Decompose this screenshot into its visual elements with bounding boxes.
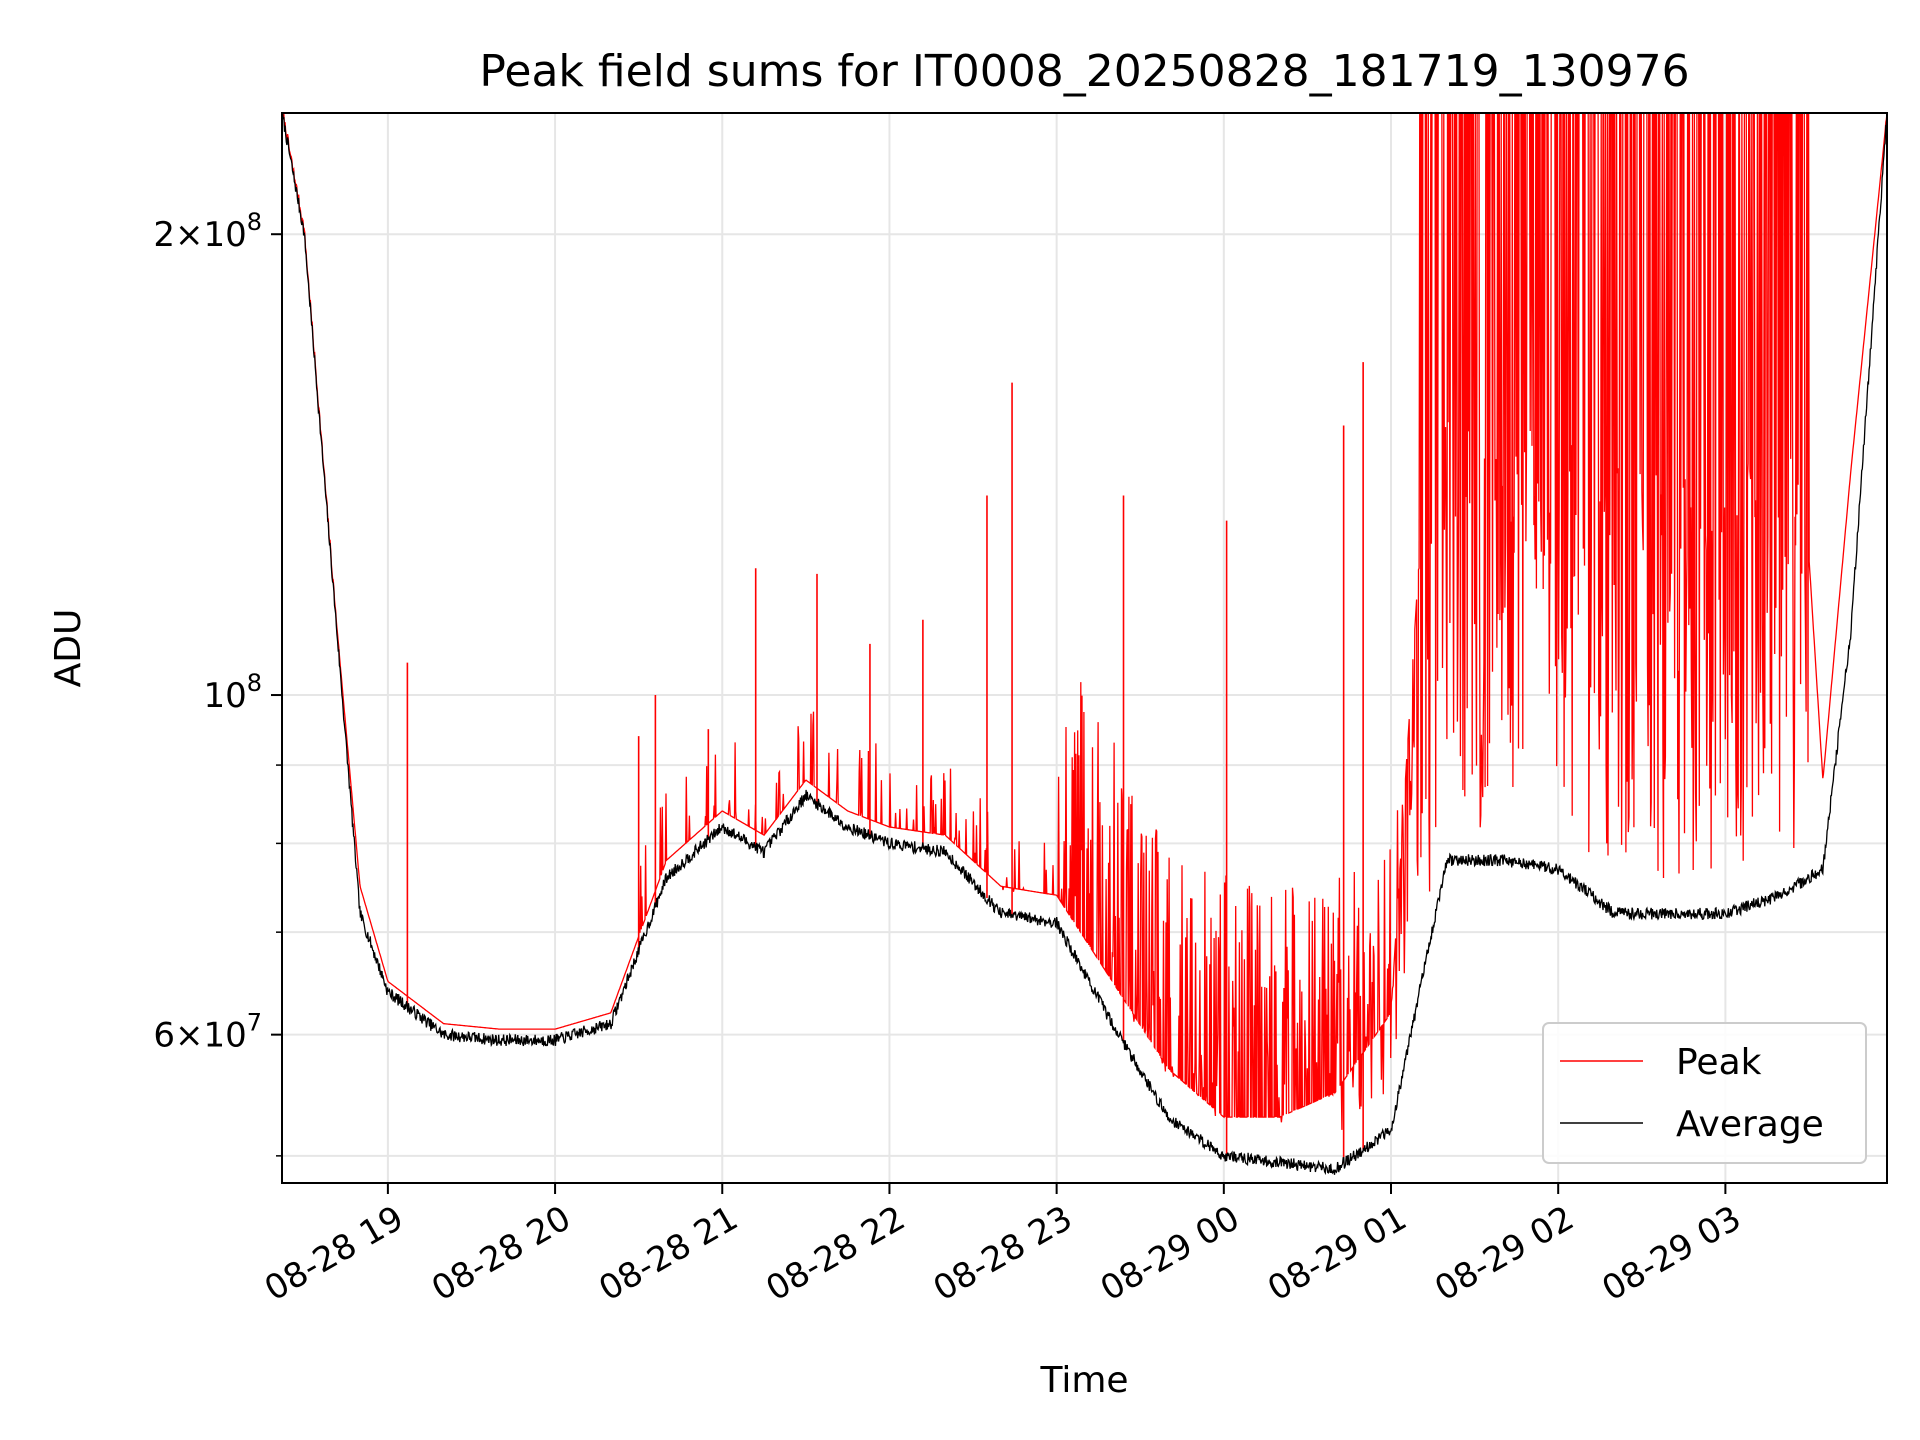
y-tick-label: 108 bbox=[203, 669, 262, 716]
legend: Peak Average bbox=[1542, 1022, 1867, 1164]
legend-label-peak: Peak bbox=[1676, 1042, 1762, 1083]
y-tick-label: 6×107 bbox=[153, 1009, 262, 1056]
plot-area bbox=[282, 113, 1887, 1176]
x-axis-label: Time bbox=[1039, 1360, 1128, 1401]
y-tick-label: 2×108 bbox=[153, 208, 262, 255]
y-axis-label: ADU bbox=[48, 609, 89, 688]
legend-box bbox=[1542, 1022, 1867, 1164]
y-axis-ticks: 6×107 108 2×108 bbox=[153, 208, 282, 1157]
series-line-average bbox=[282, 113, 1887, 1176]
axes-frame bbox=[281, 112, 1888, 1184]
legend-label-average: Average bbox=[1676, 1104, 1824, 1145]
chart-title: Peak field sums for IT0008_20250828_1817… bbox=[479, 46, 1689, 97]
series-line-peak bbox=[282, 113, 1887, 1130]
